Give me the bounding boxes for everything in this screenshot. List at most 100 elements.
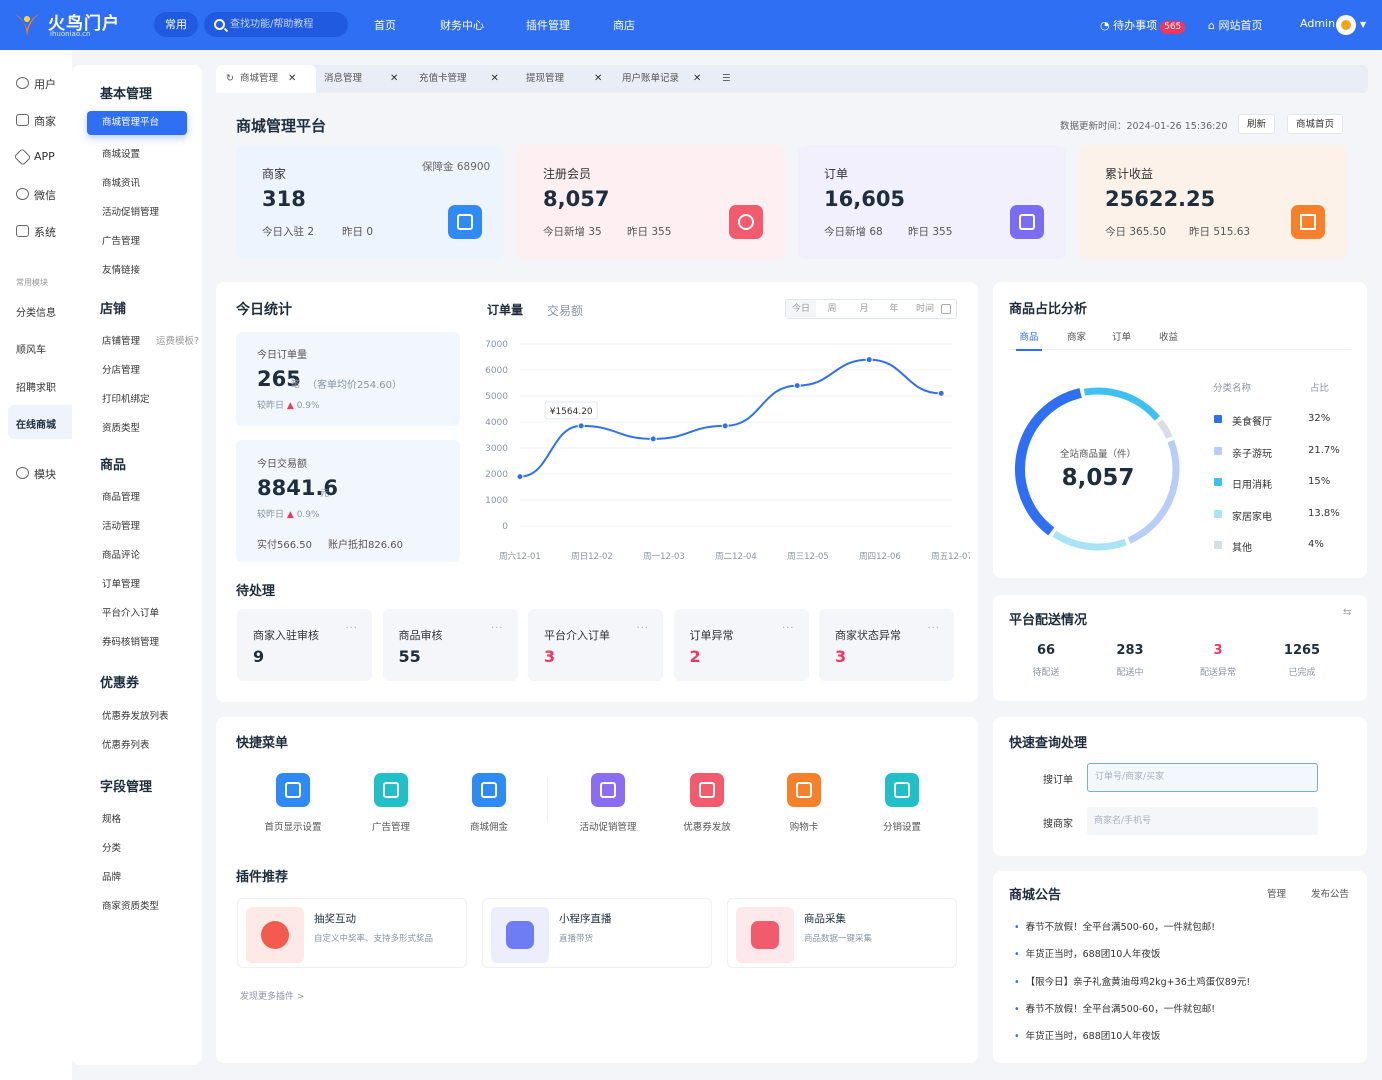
chevron-down-icon[interactable]: ▼ (1360, 20, 1367, 29)
range-week[interactable]: 周 (827, 304, 837, 314)
sidebar-item[interactable]: 分类 (102, 843, 122, 854)
pending-item[interactable]: 商品审核 55 ··· (382, 609, 518, 681)
rail-module-mall[interactable]: 在线商城 (8, 405, 72, 439)
quick-item[interactable]: 优惠券发放 (667, 773, 747, 833)
avatar[interactable] (1336, 15, 1356, 35)
notice-item[interactable]: 春节不放假！全平台满500-60，一件就包邮! (1014, 919, 1215, 933)
tab-message[interactable]: 消息管理 ✕ (324, 65, 416, 93)
sidebar-item[interactable]: 品牌 (102, 872, 122, 883)
range-month[interactable]: 月 (859, 304, 869, 314)
stat-card-members[interactable]: 注册会员 8,057 今日新增 35 昨日 355 (517, 145, 785, 259)
more-icon[interactable]: ··· (490, 623, 504, 634)
refresh-button[interactable]: 刷新 (1238, 114, 1276, 134)
sidebar-item[interactable]: 平台介入订单 (102, 608, 160, 619)
sidebar-item[interactable]: 商城资讯 (102, 178, 141, 189)
stat-card-orders[interactable]: 订单 16,605 今日新增 68 昨日 355 (798, 145, 1066, 259)
switch-icon[interactable]: ⇆ (1343, 607, 1352, 618)
share-tab-merchant[interactable]: 商家 (1067, 332, 1087, 343)
quick-item[interactable]: 广告管理 (351, 773, 431, 833)
more-icon[interactable]: ··· (781, 623, 795, 634)
share-tab-order[interactable]: 订单 (1112, 332, 1132, 343)
tab-mall[interactable]: ↻ 商城管理 ✕ (216, 65, 316, 93)
quick-item[interactable]: 分销设置 (862, 773, 942, 833)
range-today[interactable]: 今日 (786, 300, 816, 318)
notice-publish-link[interactable]: 发布公告 (1311, 889, 1350, 900)
quick-item[interactable]: 商城佣金 (449, 773, 529, 833)
todo-button[interactable]: ◔ 待办事项 565 (1100, 17, 1186, 34)
rail-module-rideshare[interactable]: 顺风车 (16, 345, 46, 356)
chart-tab-orders[interactable]: 订单量 (487, 303, 524, 317)
share-tab-goods[interactable]: 商品 (1016, 329, 1042, 351)
sidebar-item[interactable]: 订单管理 (102, 579, 141, 590)
delivery-stat[interactable]: 1265 已完成 (1262, 643, 1342, 678)
quick-item[interactable]: 活动促销管理 (568, 773, 648, 833)
delivery-stat[interactable]: 283 配送中 (1090, 643, 1170, 678)
quick-item[interactable]: 购物卡 (764, 773, 844, 833)
delivery-stat[interactable]: 66 待配送 (1006, 643, 1086, 678)
range-year[interactable]: 年 (889, 304, 899, 314)
sidebar-item[interactable]: 商家资质类型 (102, 901, 160, 912)
sidebar-item[interactable]: 优惠券列表 (102, 740, 150, 751)
sidebar-item[interactable]: 商品评论 (102, 550, 141, 561)
rail-item-modules[interactable]: 模块 (0, 455, 72, 491)
rail-module-classified[interactable]: 分类信息 (16, 308, 56, 319)
nav-home[interactable]: 首页 (374, 19, 396, 32)
plugin-card[interactable]: 小程序直播 直播带货 (482, 898, 712, 968)
sidebar-item[interactable]: 优惠券发放列表 (102, 711, 169, 722)
close-icon[interactable]: ✕ (287, 73, 297, 84)
plugin-card[interactable]: 商品采集 商品数据一键采集 (727, 898, 957, 968)
notice-item[interactable]: 【限今日】亲子礼盒黄油母鸡2kg+36土鸡蛋仅89元! (1014, 974, 1251, 988)
range-custom[interactable]: 时间 (915, 304, 934, 314)
sidebar-item[interactable]: 打印机绑定 (102, 394, 150, 405)
merchant-search-input[interactable]: 商家名/手机号 (1087, 807, 1318, 835)
stat-card-merchant[interactable]: 商家 保障金 68900 318 今日入驻 2 昨日 0 (236, 145, 504, 259)
mall-home-button[interactable]: 商城首页 (1287, 114, 1344, 134)
sidebar-item[interactable]: 活动促销管理 (102, 207, 160, 218)
user-name[interactable]: Admin (1300, 17, 1336, 30)
quick-item[interactable]: 首页显示设置 (253, 773, 333, 833)
nav-plugins[interactable]: 插件管理 (526, 19, 570, 32)
tab-withdraw[interactable]: 提现管理 ✕ (526, 65, 618, 93)
nav-store[interactable]: 商店 (613, 19, 635, 32)
menu-icon[interactable]: ☰ (722, 73, 731, 84)
site-home-link[interactable]: ⌂ 网站首页 (1208, 17, 1262, 33)
chart-tab-amount[interactable]: 交易额 (547, 304, 584, 318)
pending-item[interactable]: 商家入驻审核 9 ··· (237, 609, 372, 681)
close-icon[interactable]: ✕ (693, 73, 702, 84)
common-button[interactable]: 常用 (154, 12, 198, 37)
sidebar-item[interactable]: 资质类型 (102, 423, 141, 434)
sidebar-item[interactable]: 规格 (102, 814, 122, 825)
order-search-input[interactable]: 订单号/商家/买家 (1087, 763, 1318, 792)
sidebar-item[interactable]: 店铺管理 (102, 336, 141, 347)
sidebar-item-mall-platform[interactable]: 商城管理平台 (87, 111, 187, 135)
notice-manage-link[interactable]: 管理 (1267, 889, 1287, 900)
more-icon[interactable]: ··· (345, 623, 358, 634)
stat-card-revenue[interactable]: 累计收益 25622.25 今日 365.50 昨日 515.63 (1079, 145, 1347, 259)
more-icon[interactable]: ··· (927, 623, 940, 634)
pending-item[interactable]: 订单异常 2 ··· (673, 609, 809, 681)
rail-item-user[interactable]: 用户 (0, 65, 72, 101)
share-tab-revenue[interactable]: 收益 (1159, 332, 1179, 343)
rail-item-wechat[interactable]: 微信 (0, 176, 72, 212)
tab-recharge[interactable]: 充值卡管理 ✕ (419, 65, 511, 93)
notice-item[interactable]: 年货正当时，688团10人年夜饭 (1014, 946, 1161, 960)
close-icon[interactable]: ✕ (390, 73, 399, 84)
more-plugins-link[interactable]: 发现更多插件 > (240, 992, 305, 1002)
rail-item-app[interactable]: APP (0, 139, 72, 175)
delivery-stat[interactable]: 3 配送异常 (1178, 643, 1258, 678)
close-icon[interactable]: ✕ (490, 73, 499, 84)
nav-finance[interactable]: 财务中心 (440, 19, 484, 32)
pending-item[interactable]: 平台介入订单 3 ··· (528, 609, 663, 681)
more-icon[interactable]: ··· (636, 623, 649, 634)
sidebar-item[interactable]: 广告管理 (102, 236, 141, 247)
rail-item-system[interactable]: 系统 (0, 213, 72, 249)
rail-item-merchant[interactable]: 商家 (0, 102, 72, 138)
sidebar-item[interactable]: 券码核销管理 (102, 637, 160, 648)
sidebar-item[interactable]: 商城设置 (102, 149, 141, 160)
sidebar-item-extra[interactable]: 运费模板? (156, 336, 200, 347)
plugin-card[interactable]: 抽奖互动 自定义中奖率、支持多形式奖品 (237, 898, 467, 968)
notice-item[interactable]: 年货正当时，688团10人年夜饭 (1014, 1028, 1161, 1042)
sidebar-item[interactable]: 商品管理 (102, 492, 141, 503)
sidebar-item[interactable]: 友情链接 (102, 265, 141, 276)
notice-item[interactable]: 春节不放假！全平台满500-60，一件就包邮! (1014, 1001, 1215, 1015)
